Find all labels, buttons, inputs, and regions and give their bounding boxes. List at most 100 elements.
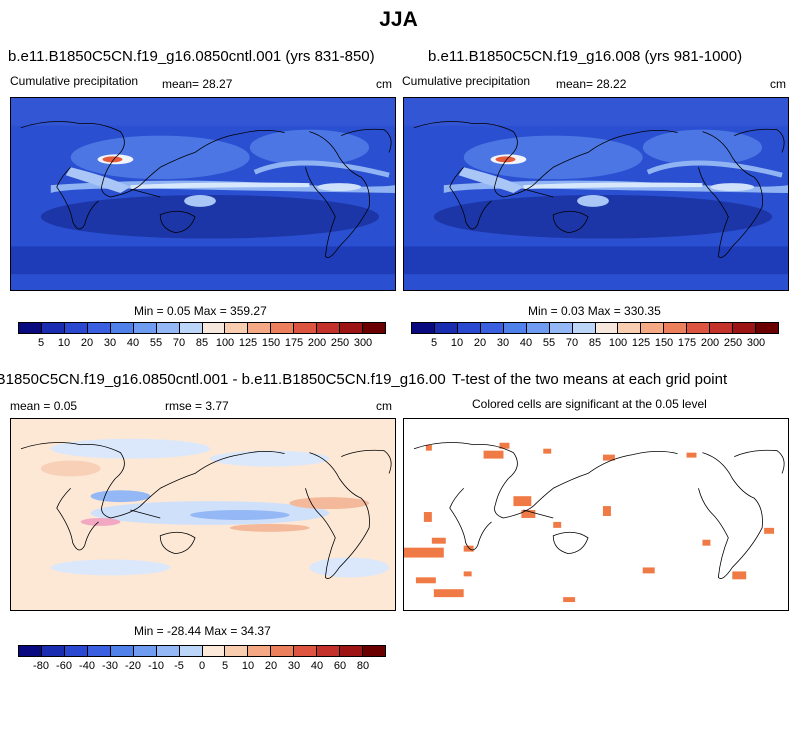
colorbar-swatch xyxy=(664,323,688,333)
colorbar-swatch xyxy=(87,323,111,333)
colorbar-tick-label: 200 xyxy=(307,337,327,349)
colorbar-tick-label: -20 xyxy=(125,660,141,672)
colorbar-swatch xyxy=(225,646,249,656)
colorbar-swatch xyxy=(110,323,134,333)
colorbar-swatch xyxy=(202,646,226,656)
colorbar-swatch xyxy=(317,323,341,333)
colorbar-difference xyxy=(18,645,386,657)
colorbar-tick-label: 10 xyxy=(57,337,71,349)
colorbar-swatch xyxy=(110,646,134,656)
mean-label-control: mean= 28.27 xyxy=(162,77,233,91)
colorbar-tick-label: 150 xyxy=(261,337,281,349)
minmax-label-experiment: Min = 0.03 Max = 330.35 xyxy=(528,304,661,318)
colorbar-swatch xyxy=(156,646,180,656)
colorbar-swatch xyxy=(618,323,642,333)
colorbar-swatch xyxy=(179,323,203,333)
colorbar-tick-label: -10 xyxy=(148,660,164,672)
colorbar-tick-label: -40 xyxy=(79,660,95,672)
colorbar-swatch xyxy=(202,323,226,333)
colorbar-swatch xyxy=(756,323,778,333)
colorbar-tick-label: 150 xyxy=(654,337,674,349)
colorbar-swatch xyxy=(412,323,435,333)
colorbar-swatch xyxy=(271,646,295,656)
map-panel-ttest xyxy=(403,418,789,611)
colorbar-tick-label: 10 xyxy=(450,337,464,349)
colorbar-tick-label: 20 xyxy=(80,337,94,349)
colorbar-swatch xyxy=(434,323,458,333)
colorbar-swatch xyxy=(710,323,734,333)
colorbar-swatch xyxy=(156,323,180,333)
colorbar-swatch xyxy=(641,323,665,333)
colorbar-tick-label: 85 xyxy=(195,337,209,349)
significance-map xyxy=(404,419,788,610)
panel-title-experiment: b.e11.B1850C5CN.f19_g16.008 (yrs 981-100… xyxy=(428,48,743,65)
colorbar-swatch xyxy=(503,323,527,333)
mean-label-experiment: mean= 28.22 xyxy=(556,77,627,91)
map-panel-difference xyxy=(10,418,396,611)
colorbar-swatch xyxy=(480,323,504,333)
colorbar-swatch xyxy=(133,646,157,656)
colorbar-tick-label: -5 xyxy=(174,660,184,672)
colorbar-swatch xyxy=(317,646,341,656)
colorbar-tick-label: 100 xyxy=(608,337,628,349)
minmax-label-difference: Min = -28.44 Max = 34.37 xyxy=(134,624,271,638)
colorbar-tick-label: 175 xyxy=(284,337,304,349)
colorbar-tick-label: 5 xyxy=(430,337,438,349)
colorbar-experiment xyxy=(411,322,779,334)
colorbar-tick-label: 60 xyxy=(333,660,347,672)
colorbar-control xyxy=(18,322,386,334)
colorbar-swatch xyxy=(526,323,550,333)
colorbar-tick-label: 5 xyxy=(37,337,45,349)
colorbar-tick-label: -30 xyxy=(102,660,118,672)
panel-subtitle-control: Cumulative precipitation xyxy=(10,74,139,88)
precip-map-experiment xyxy=(404,98,788,290)
colorbar-tick-label: 40 xyxy=(519,337,533,349)
colorbar-tick-label: 55 xyxy=(149,337,163,349)
precip-map-control xyxy=(11,98,395,290)
colorbar-tick-label: 250 xyxy=(723,337,743,349)
colorbar-tick-label: 70 xyxy=(565,337,579,349)
map-panel-experiment xyxy=(403,97,789,291)
colorbar-tick-label: 20 xyxy=(473,337,487,349)
colorbar-tick-label: 20 xyxy=(264,660,278,672)
colorbar-swatch xyxy=(179,646,203,656)
colorbar-swatch xyxy=(294,646,318,656)
colorbar-swatch xyxy=(595,323,619,333)
colorbar-tick-label: 300 xyxy=(353,337,373,349)
colorbar-swatch xyxy=(363,646,385,656)
colorbar-swatch xyxy=(248,323,272,333)
map-panel-control xyxy=(10,97,396,291)
colorbar-tick-label: 55 xyxy=(542,337,556,349)
colorbar-tick-label: -80 xyxy=(33,660,49,672)
colorbar-swatch xyxy=(340,323,364,333)
colorbar-swatch xyxy=(340,646,364,656)
panel-title-difference: b.e11.B1850C5CN.f19_g16.0850cntl.001 - b… xyxy=(0,371,446,388)
colorbar-tick-label: 100 xyxy=(215,337,235,349)
colorbar-tick-label: 30 xyxy=(496,337,510,349)
main-title: JJA xyxy=(379,8,418,31)
colorbar-tick-label: 40 xyxy=(310,660,324,672)
colorbar-swatch xyxy=(733,323,757,333)
panel-title-ttest: T-test of the two means at each grid poi… xyxy=(452,371,728,388)
colorbar-swatch xyxy=(271,323,295,333)
colorbar-swatch xyxy=(225,323,249,333)
significant-cells xyxy=(404,442,775,603)
units-label-difference: cm xyxy=(376,399,392,413)
colorbar-tick-label: 40 xyxy=(126,337,140,349)
colorbar-tick-label: 70 xyxy=(172,337,186,349)
panel-title-control: b.e11.B1850C5CN.f19_g16.0850cntl.001 (yr… xyxy=(8,48,375,65)
colorbar-tick-label: -60 xyxy=(56,660,72,672)
colorbar-tick-label: 30 xyxy=(287,660,301,672)
colorbar-tick-label: 30 xyxy=(103,337,117,349)
panel-subtitle-experiment: Cumulative precipitation xyxy=(402,74,531,88)
colorbar-swatch xyxy=(41,646,65,656)
panel-subtitle-ttest: Colored cells are significant at the 0.0… xyxy=(472,397,707,411)
colorbar-swatch xyxy=(363,323,385,333)
colorbar-tick-label: 300 xyxy=(746,337,766,349)
colorbar-swatch xyxy=(19,646,42,656)
colorbar-tick-label: 250 xyxy=(330,337,350,349)
colorbar-swatch xyxy=(457,323,481,333)
colorbar-swatch xyxy=(19,323,42,333)
colorbar-swatch xyxy=(64,646,88,656)
colorbar-swatch xyxy=(687,323,711,333)
